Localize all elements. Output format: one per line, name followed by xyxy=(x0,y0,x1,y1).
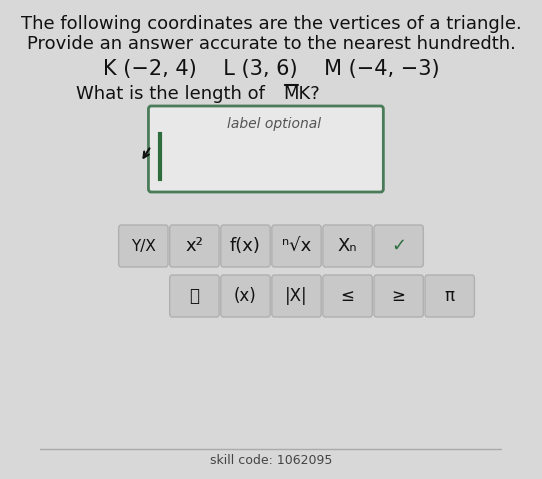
Text: label optional: label optional xyxy=(227,117,321,131)
FancyBboxPatch shape xyxy=(323,275,372,317)
FancyBboxPatch shape xyxy=(272,275,321,317)
FancyBboxPatch shape xyxy=(374,225,423,267)
Text: Provide an answer accurate to the nearest hundredth.: Provide an answer accurate to the neares… xyxy=(27,35,515,53)
Text: The following coordinates are the vertices of a triangle.: The following coordinates are the vertic… xyxy=(21,15,521,33)
FancyBboxPatch shape xyxy=(170,275,219,317)
Text: ≥: ≥ xyxy=(392,287,405,305)
Text: MK?: MK? xyxy=(283,85,320,103)
Text: What is the length of: What is the length of xyxy=(76,85,271,103)
FancyBboxPatch shape xyxy=(221,225,270,267)
Text: 🗑: 🗑 xyxy=(189,287,199,305)
Text: (x): (x) xyxy=(234,287,257,305)
FancyBboxPatch shape xyxy=(323,225,372,267)
FancyBboxPatch shape xyxy=(425,275,474,317)
Text: |X|: |X| xyxy=(285,287,308,305)
Text: x²: x² xyxy=(185,237,203,255)
Text: Y/X: Y/X xyxy=(131,239,156,253)
Text: skill code: 1062095: skill code: 1062095 xyxy=(210,455,332,468)
FancyBboxPatch shape xyxy=(119,225,168,267)
Text: K (−2, 4)    L (3, 6)    M (−4, −3): K (−2, 4) L (3, 6) M (−4, −3) xyxy=(102,59,440,79)
FancyBboxPatch shape xyxy=(272,225,321,267)
Text: f(x): f(x) xyxy=(230,237,261,255)
FancyBboxPatch shape xyxy=(221,275,270,317)
FancyBboxPatch shape xyxy=(170,225,219,267)
Text: ✓: ✓ xyxy=(391,237,406,255)
Text: ⁿ√x: ⁿ√x xyxy=(282,237,311,255)
Text: ≤: ≤ xyxy=(341,287,354,305)
Text: π: π xyxy=(444,287,455,305)
FancyBboxPatch shape xyxy=(149,106,383,192)
FancyBboxPatch shape xyxy=(374,275,423,317)
Text: Xₙ: Xₙ xyxy=(338,237,357,255)
